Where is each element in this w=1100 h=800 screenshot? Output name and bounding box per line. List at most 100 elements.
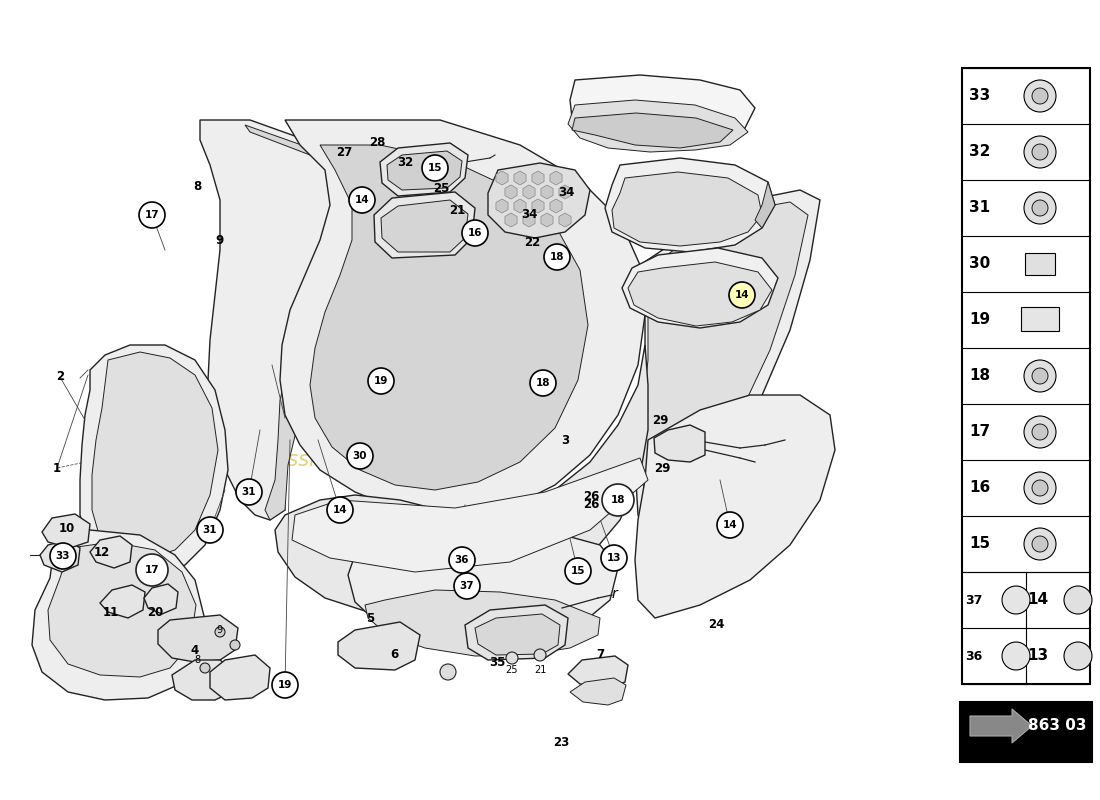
FancyBboxPatch shape xyxy=(1021,307,1059,331)
Polygon shape xyxy=(570,75,755,148)
Circle shape xyxy=(1002,586,1030,614)
Text: 17: 17 xyxy=(145,210,160,220)
Polygon shape xyxy=(200,120,380,520)
Polygon shape xyxy=(496,199,508,213)
Polygon shape xyxy=(280,120,645,515)
Text: 4: 4 xyxy=(191,643,199,657)
Polygon shape xyxy=(496,171,508,185)
Circle shape xyxy=(1032,480,1048,496)
Polygon shape xyxy=(559,185,571,199)
Text: 36: 36 xyxy=(966,650,982,662)
Text: 18: 18 xyxy=(550,252,564,262)
Circle shape xyxy=(139,202,165,228)
Polygon shape xyxy=(532,171,544,185)
Text: 18: 18 xyxy=(610,495,625,505)
Text: 25: 25 xyxy=(506,665,518,675)
Text: 22: 22 xyxy=(524,237,540,250)
Text: 14: 14 xyxy=(1027,593,1048,607)
Polygon shape xyxy=(970,709,1032,743)
Polygon shape xyxy=(568,100,748,152)
Text: 26: 26 xyxy=(583,490,600,502)
Polygon shape xyxy=(541,213,553,227)
Polygon shape xyxy=(514,171,526,185)
Polygon shape xyxy=(559,213,571,227)
Text: 15: 15 xyxy=(571,566,585,576)
Text: 30: 30 xyxy=(353,451,367,461)
Text: 6: 6 xyxy=(389,647,398,661)
Text: 18: 18 xyxy=(536,378,550,388)
Circle shape xyxy=(1024,528,1056,560)
Polygon shape xyxy=(40,540,80,572)
Polygon shape xyxy=(245,125,378,520)
Text: 14: 14 xyxy=(354,195,370,205)
Text: 15: 15 xyxy=(428,163,442,173)
Circle shape xyxy=(462,220,488,246)
Circle shape xyxy=(1032,368,1048,384)
Polygon shape xyxy=(92,352,218,558)
Text: 14: 14 xyxy=(723,520,737,530)
Circle shape xyxy=(602,484,634,516)
Text: 21: 21 xyxy=(449,203,465,217)
Text: 18: 18 xyxy=(969,369,991,383)
Polygon shape xyxy=(381,200,468,252)
Text: 5: 5 xyxy=(366,611,374,625)
Polygon shape xyxy=(621,248,778,328)
Polygon shape xyxy=(374,192,475,258)
Text: 19: 19 xyxy=(278,680,293,690)
Text: 17: 17 xyxy=(145,565,160,575)
Text: 12: 12 xyxy=(94,546,110,558)
Circle shape xyxy=(368,368,394,394)
Polygon shape xyxy=(505,213,517,227)
Circle shape xyxy=(422,155,448,181)
Circle shape xyxy=(136,554,168,586)
Circle shape xyxy=(230,640,240,650)
Polygon shape xyxy=(48,542,196,677)
Circle shape xyxy=(454,573,480,599)
Polygon shape xyxy=(628,262,772,326)
Polygon shape xyxy=(541,185,553,199)
Circle shape xyxy=(197,517,223,543)
Text: 34: 34 xyxy=(520,207,537,221)
Circle shape xyxy=(544,244,570,270)
Circle shape xyxy=(1064,586,1092,614)
Circle shape xyxy=(1032,144,1048,160)
Polygon shape xyxy=(275,345,648,618)
FancyBboxPatch shape xyxy=(962,68,1090,684)
Circle shape xyxy=(1032,424,1048,440)
Circle shape xyxy=(717,512,743,538)
Text: 33: 33 xyxy=(56,551,70,561)
Text: 31: 31 xyxy=(242,487,256,497)
Text: 863 03: 863 03 xyxy=(1027,718,1087,734)
Polygon shape xyxy=(80,345,228,575)
Polygon shape xyxy=(90,536,132,568)
Text: 33: 33 xyxy=(969,89,991,103)
Circle shape xyxy=(1024,136,1056,168)
Circle shape xyxy=(272,672,298,698)
Text: 11: 11 xyxy=(103,606,119,618)
Circle shape xyxy=(565,558,591,584)
Polygon shape xyxy=(522,213,535,227)
Polygon shape xyxy=(172,660,235,700)
Text: ETK: ETK xyxy=(236,295,563,445)
Circle shape xyxy=(1024,472,1056,504)
Circle shape xyxy=(327,497,353,523)
Polygon shape xyxy=(640,202,808,518)
Circle shape xyxy=(1024,360,1056,392)
Circle shape xyxy=(349,187,375,213)
Circle shape xyxy=(449,547,475,573)
Polygon shape xyxy=(550,199,562,213)
Circle shape xyxy=(1032,200,1048,216)
Circle shape xyxy=(530,370,556,396)
Text: 29: 29 xyxy=(652,414,668,426)
Polygon shape xyxy=(572,113,733,148)
Text: 16: 16 xyxy=(468,228,482,238)
Text: 1: 1 xyxy=(53,462,62,474)
Circle shape xyxy=(729,282,755,308)
Text: 9: 9 xyxy=(214,234,223,246)
FancyBboxPatch shape xyxy=(960,702,1092,762)
Text: 23: 23 xyxy=(553,735,569,749)
Circle shape xyxy=(214,627,225,637)
Circle shape xyxy=(601,545,627,571)
Polygon shape xyxy=(635,190,820,540)
Text: 27: 27 xyxy=(336,146,352,159)
